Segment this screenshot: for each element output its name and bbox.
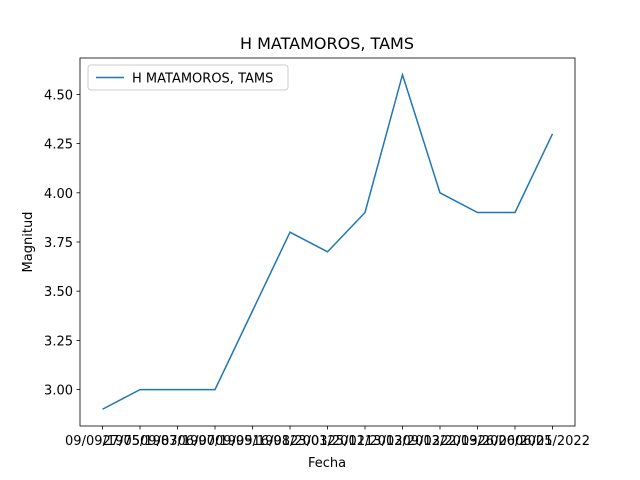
x-tick-label: 09/02/2019 <box>403 434 478 449</box>
x-tick-label: 13/03/2013 <box>365 434 440 449</box>
y-tick-label: 4.50 <box>44 88 73 103</box>
y-tick-label: 3.25 <box>44 334 73 349</box>
x-tick-label: 27/05/1983 <box>103 434 178 449</box>
y-tick-label: 3.00 <box>44 384 73 399</box>
x-tick-label: 25/02/2012 <box>328 434 403 449</box>
x-tick-label: 09/09/1975 <box>65 434 140 449</box>
x-tick-label: 06/05/2022 <box>515 434 590 449</box>
y-tick-label: 4.00 <box>44 187 73 202</box>
chart-title: H MATAMOROS, TAMS <box>240 34 414 53</box>
x-tick-label: 06/07/1995 <box>178 434 253 449</box>
x-axis-label: Fecha <box>308 456 346 471</box>
legend-label: H MATAMOROS, TAMS <box>132 72 273 87</box>
x-tick-label: 23/01/2011 <box>290 434 365 449</box>
y-tick-label: 3.50 <box>44 285 73 300</box>
x-tick-label: 22/03/2020 <box>440 434 515 449</box>
x-tick-label: 09/09/1998 <box>215 434 290 449</box>
plot-frame <box>79 57 576 427</box>
y-tick-label: 3.75 <box>44 236 73 251</box>
legend-box <box>87 64 289 91</box>
y-axis-label: Magnitud <box>21 212 36 273</box>
x-tick-label: 26/06/2021 <box>478 434 553 449</box>
y-tick-label: 4.25 <box>44 138 73 153</box>
data-line <box>102 72 554 410</box>
x-tick-label: 16/01/2003 <box>253 434 328 449</box>
x-tick-label: 09/07/1990 <box>140 434 215 449</box>
